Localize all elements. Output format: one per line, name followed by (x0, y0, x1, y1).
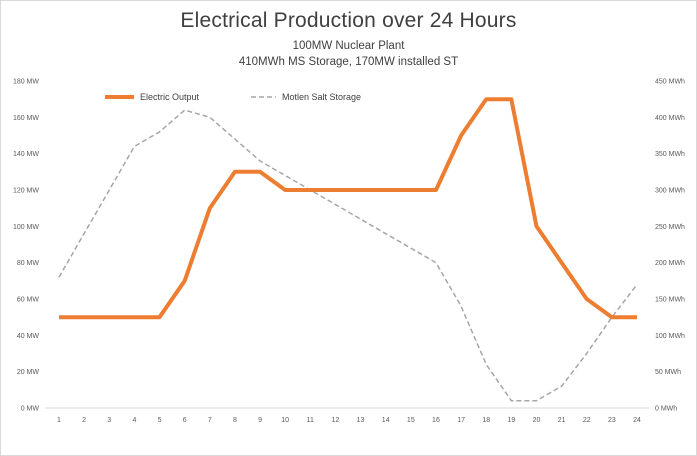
left-axis-tick-label: 0 MW (21, 406, 40, 413)
right-axis-tick-label: 350 MWh (655, 151, 685, 158)
x-axis-tick-label: 14 (382, 417, 390, 424)
series-line-electric-output (59, 97, 637, 320)
x-axis-tick-label: 4 (132, 417, 136, 424)
left-axis-tick-label: 140 MW (13, 151, 39, 158)
right-axis-tick-label: 0 MWh (655, 406, 677, 413)
left-axis-tick-label: 80 MW (17, 260, 40, 267)
x-axis-tick-label: 5 (158, 417, 162, 424)
right-axis-tick-label: 400 MWh (655, 115, 685, 122)
left-axis-tick-label: 60 MW (17, 297, 40, 304)
right-axis-tick-label: 100 MWh (655, 333, 685, 340)
right-axis-tick-label: 200 MWh (655, 260, 685, 267)
left-axis-tick-label: 20 MW (17, 369, 40, 376)
right-axis-tick-label: 450 MWh (655, 79, 685, 86)
x-axis-tick-label: 12 (332, 417, 340, 424)
x-axis-tick-label: 8 (233, 417, 237, 424)
right-axis-tick-label: 250 MWh (655, 224, 685, 231)
legend-label-electric-output: Electric Output (140, 92, 200, 102)
x-axis-tick-label: 16 (432, 417, 440, 424)
legend-label-molten-salt-storage: Motlen Salt Storage (282, 92, 361, 102)
x-axis-tick-label: 15 (407, 417, 415, 424)
legend: Electric Output Motlen Salt Storage (105, 92, 361, 102)
left-axis-tick-label: 160 MW (13, 115, 39, 122)
x-axis-tick-label: 11 (307, 417, 314, 424)
x-axis-tick-label: 23 (608, 417, 616, 424)
x-axis-tick-label: 22 (583, 417, 591, 424)
chart-subtitle-line-1: 100MW Nuclear Plant (292, 40, 405, 52)
x-axis-tick-label: 7 (208, 417, 212, 424)
x-axis-tick-label: 18 (482, 417, 490, 424)
x-axis-tick-label: 20 (533, 417, 541, 424)
x-axis-tick-label: 19 (507, 417, 515, 424)
left-axis-tick-label: 180 MW (13, 79, 39, 86)
right-axis-tick-label: 50 MWh (655, 369, 681, 376)
right-axis-tick-label: 300 MWh (655, 188, 685, 195)
left-axis-tick-label: 100 MW (13, 224, 39, 231)
left-axis-tick-label: 120 MW (13, 188, 39, 195)
x-axis-tick-label: 17 (457, 417, 465, 424)
right-axis-tick-label: 150 MWh (655, 297, 685, 304)
chart-title: Electrical Production over 24 Hours (180, 9, 517, 32)
x-axis-tick-label: 13 (357, 417, 365, 424)
series-line-molten-salt-storage (58, 109, 638, 402)
chart-subtitle-line-2: 410MWh MS Storage, 170MW installed ST (238, 56, 459, 68)
x-axis-tick-label: 10 (281, 417, 289, 424)
x-axis-tick-label: 1 (57, 417, 61, 424)
x-axis-tick-label: 9 (258, 417, 262, 424)
x-axis-tick-label: 6 (183, 417, 187, 424)
x-axis-tick-label: 24 (633, 417, 641, 424)
left-axis-tick-label: 40 MW (17, 333, 40, 340)
x-axis-tick-label: 3 (107, 417, 111, 424)
x-axis-tick-label: 21 (558, 417, 566, 424)
series-group (58, 97, 638, 402)
x-axis-tick-label: 2 (82, 417, 86, 424)
